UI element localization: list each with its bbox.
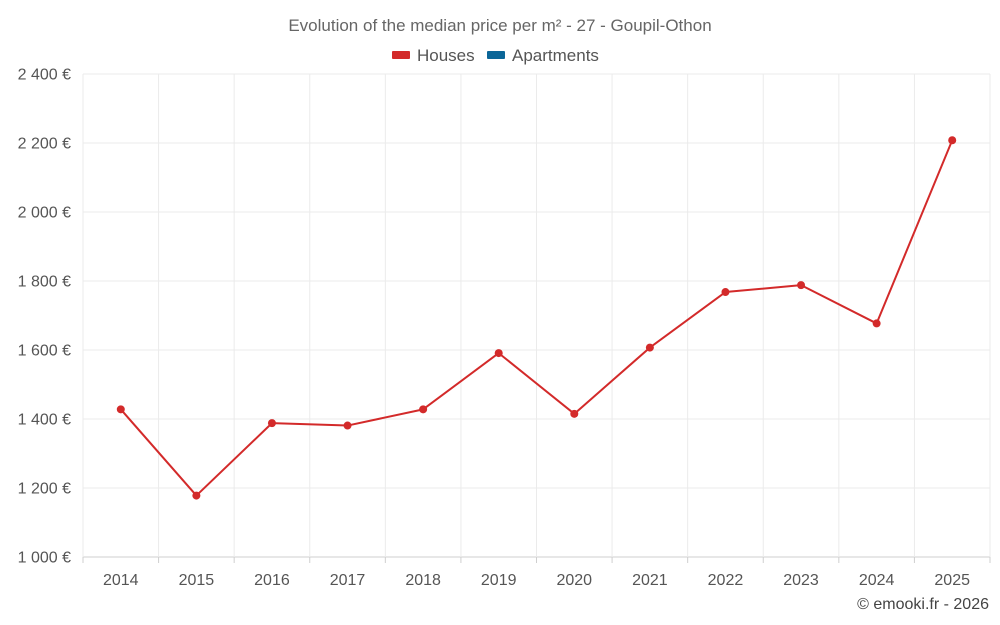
- credit-text: © emooki.fr - 2026: [857, 596, 989, 613]
- x-tick-label: 2025: [934, 572, 970, 589]
- legend-label-apartments: Apartments: [512, 46, 599, 65]
- legend-item-apartments[interactable]: Apartments: [487, 46, 599, 65]
- x-tick-label: 2021: [632, 572, 668, 589]
- legend-swatch-apartments: [487, 51, 505, 59]
- data-point[interactable]: [645, 343, 654, 352]
- data-point[interactable]: [721, 288, 730, 297]
- y-tick-label: 2 000 €: [18, 205, 71, 222]
- y-tick-label: 1 400 €: [18, 412, 71, 429]
- x-tick-label: 2014: [103, 572, 139, 589]
- y-tick-label: 2 400 €: [18, 67, 71, 84]
- data-point[interactable]: [419, 405, 428, 414]
- x-tick-label: 2023: [783, 572, 819, 589]
- series-line-houses: [120, 139, 954, 497]
- data-point[interactable]: [343, 421, 352, 430]
- data-point[interactable]: [494, 349, 503, 358]
- data-point[interactable]: [797, 281, 806, 290]
- series-houses: [116, 136, 957, 500]
- legend-swatch-houses: [392, 51, 410, 59]
- legend: Houses Apartments: [392, 46, 599, 65]
- x-axis-labels: 2014 2015 2016 2017 2018 2019 2020 2021 2022 2023…: [103, 572, 970, 589]
- y-tick-label: 2 200 €: [18, 136, 71, 153]
- chart-title: Evolution of the median price per m² - 2…: [288, 16, 711, 35]
- data-point[interactable]: [948, 136, 957, 145]
- x-tick-label: 2015: [179, 572, 215, 589]
- x-tick-label: 2018: [405, 572, 441, 589]
- x-tick-label: 2022: [708, 572, 744, 589]
- y-tick-label: 1 600 €: [18, 343, 71, 360]
- x-tick-label: 2016: [254, 572, 290, 589]
- x-tick-label: 2019: [481, 572, 517, 589]
- data-point[interactable]: [267, 419, 276, 428]
- data-point[interactable]: [570, 409, 579, 418]
- y-tick-label: 1 200 €: [18, 481, 71, 498]
- y-axis-labels: 1 000 € 1 200 € 1 400 € 1 600 € 1 800 € 2 000…: [18, 67, 71, 567]
- x-tick-label: 2024: [859, 572, 895, 589]
- data-point[interactable]: [116, 405, 125, 414]
- data-point[interactable]: [192, 491, 201, 500]
- y-tick-label: 1 000 €: [18, 550, 71, 567]
- x-tick-label: 2017: [330, 572, 366, 589]
- data-point[interactable]: [872, 319, 881, 328]
- legend-item-houses[interactable]: Houses: [392, 46, 475, 65]
- grid: [82, 73, 991, 563]
- x-tick-label: 2020: [556, 572, 592, 589]
- legend-label-houses: Houses: [417, 46, 475, 65]
- y-tick-label: 1 800 €: [18, 274, 71, 291]
